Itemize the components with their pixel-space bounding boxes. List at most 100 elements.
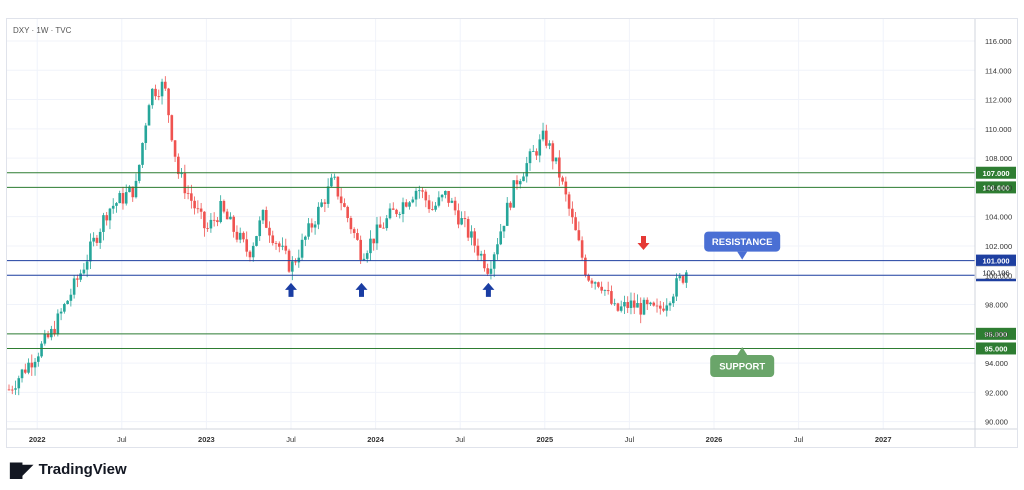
x-tick-label: Jul: [286, 435, 296, 444]
candle-body: [183, 172, 187, 194]
candle-body: [450, 200, 454, 203]
candle-body: [216, 220, 219, 223]
markers: [285, 236, 650, 297]
candle-body: [333, 176, 336, 178]
candle-body: [603, 290, 607, 291]
candle-body: [23, 369, 27, 373]
candle-body: [7, 389, 11, 391]
candle-body: [408, 202, 411, 207]
x-tick-label: 2022: [29, 435, 46, 444]
candle-body: [76, 278, 79, 280]
candle-body: [499, 231, 503, 245]
candle-body: [121, 193, 125, 204]
x-tick-label: Jul: [455, 435, 465, 444]
candle-body: [421, 190, 424, 192]
candle-body: [222, 200, 226, 212]
candle-body: [95, 237, 99, 243]
resistance-callout-label: RESISTANCE: [712, 237, 773, 248]
candle-body: [662, 308, 665, 311]
horizontal-levels: 107.000 106.000 101.000 100.000 96.000 95.000…: [7, 166, 1017, 355]
candle-body: [173, 140, 177, 157]
candle-body: [522, 176, 525, 182]
candle-body: [369, 238, 372, 254]
candle-body: [404, 202, 408, 207]
candle-body: [232, 216, 235, 232]
y-tick-label: 96.000: [985, 330, 1008, 339]
candle-body: [398, 214, 402, 215]
y-tick-label: 98.000: [985, 301, 1008, 310]
candle-body: [658, 305, 662, 309]
candle-body: [473, 231, 476, 246]
candle-body: [193, 200, 196, 209]
candle-body: [365, 253, 369, 259]
candle-body: [63, 304, 66, 312]
candle-body: [349, 218, 353, 230]
level-tag-96.000: [976, 327, 1016, 340]
candle-body: [554, 157, 558, 162]
candle-body: [304, 236, 307, 240]
candle-body: [196, 208, 200, 210]
candle-body: [190, 193, 193, 201]
candle-body: [388, 208, 392, 219]
candle-body: [307, 223, 310, 237]
candle-body: [528, 151, 532, 164]
candle-body: [186, 193, 190, 195]
level-tag-101.000: [976, 254, 1016, 267]
candle-body: [544, 130, 548, 146]
candle-body: [362, 258, 366, 260]
candle-body: [128, 186, 131, 193]
candle-body: [330, 177, 333, 187]
candle-body: [313, 224, 317, 228]
candle-body: [496, 244, 499, 255]
candle-body: [590, 280, 594, 284]
y-tick-label: 92.000: [985, 388, 1008, 397]
candle-body: [541, 130, 545, 140]
candle-body: [505, 202, 509, 226]
candle-body: [610, 291, 613, 304]
candle-body: [27, 362, 30, 373]
candle-body: [476, 245, 480, 256]
candle-body: [167, 88, 170, 116]
candle-body: [245, 239, 249, 252]
candle-body: [297, 257, 301, 263]
candle-body: [294, 261, 297, 263]
candle-body: [356, 233, 359, 240]
y-tick-label: 116.000: [985, 37, 1012, 46]
candle-body: [457, 210, 460, 225]
candle-body: [92, 237, 95, 242]
candle-body: [411, 199, 415, 203]
down-arrow-icon: [637, 236, 650, 251]
candle-body: [414, 190, 418, 200]
candle-body: [489, 268, 493, 274]
level-tag-107.000: [976, 166, 1016, 179]
candle-body: [567, 194, 571, 209]
candle-body: [382, 227, 385, 229]
candle-body: [352, 229, 356, 234]
candle-body: [235, 231, 239, 240]
candle-body: [678, 276, 682, 279]
candle-body: [512, 180, 516, 208]
candle-body: [89, 241, 92, 262]
price-chart[interactable]: 107.000 106.000 101.000 100.000 96.000 95.000…: [7, 19, 1017, 447]
candle-body: [655, 305, 659, 307]
candle-body: [300, 239, 304, 258]
level-label: 106.000: [982, 183, 1009, 192]
candle-body: [144, 125, 148, 143]
candles: [7, 76, 688, 396]
candle-body: [343, 203, 346, 207]
candle-body: [46, 333, 50, 338]
candle-body: [10, 389, 14, 391]
candle-body: [59, 311, 63, 314]
x-tick-label: 2024: [367, 435, 385, 444]
candle-body: [56, 313, 60, 335]
candle-body: [131, 186, 135, 198]
candle-body: [98, 231, 102, 243]
candle-body: [593, 282, 597, 284]
candle-body: [40, 343, 43, 357]
candle-body: [206, 228, 209, 229]
brand-name: TradingView: [38, 461, 127, 478]
candle-body: [378, 224, 382, 228]
candle-body: [33, 361, 37, 368]
candle-body: [444, 190, 447, 195]
brand-logo[interactable]: ▇◤ TradingView: [10, 460, 127, 479]
